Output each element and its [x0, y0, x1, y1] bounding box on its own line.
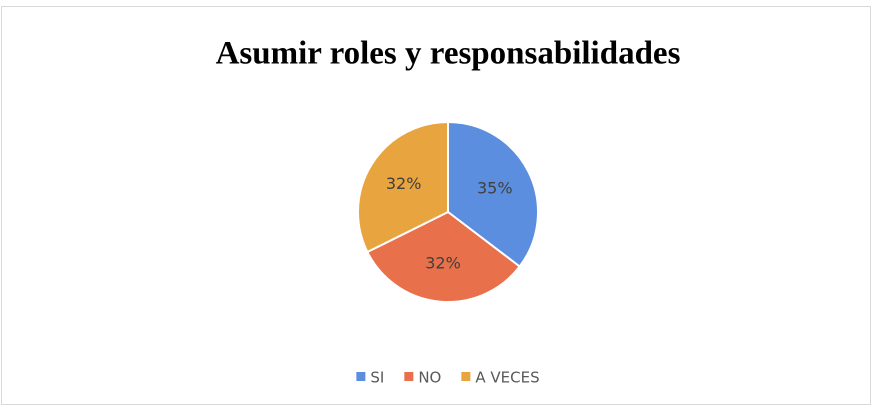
legend-swatch	[461, 372, 471, 381]
data-label: 32%	[386, 174, 422, 193]
legend-swatch	[404, 372, 414, 381]
legend-label: SI	[370, 369, 384, 387]
data-label: 32%	[425, 253, 461, 272]
pie-slice	[366, 210, 522, 303]
pie-slice	[447, 120, 539, 268]
legend-swatch	[356, 372, 366, 381]
legend-label: NO	[418, 369, 441, 387]
chart-title: Asumir roles y responsabilidades	[216, 36, 681, 72]
legend-label: A VECES	[475, 369, 539, 387]
pie-slice	[357, 120, 449, 254]
data-label: 35%	[477, 178, 513, 197]
